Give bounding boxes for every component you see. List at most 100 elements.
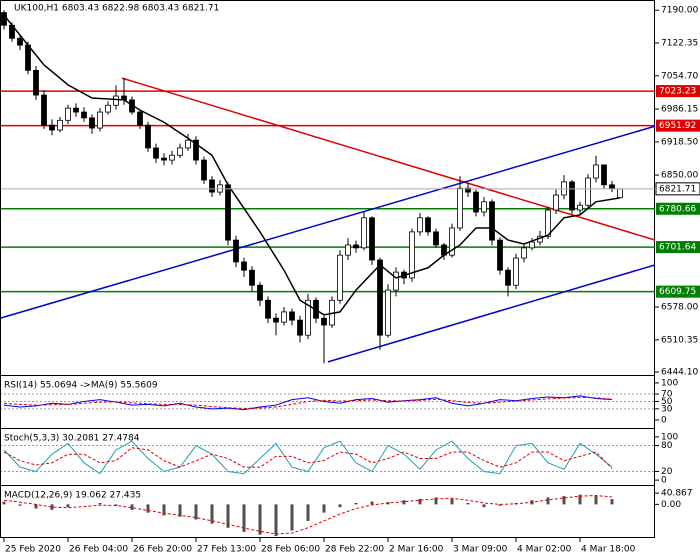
candle-body xyxy=(305,299,311,336)
level-label: 7023.23 xyxy=(659,87,696,97)
candle-body xyxy=(201,159,207,181)
histogram-bar xyxy=(354,502,358,505)
candle-body xyxy=(113,95,119,106)
candle-body xyxy=(545,209,551,237)
histogram-bar xyxy=(370,501,374,505)
candle-body xyxy=(289,311,295,321)
candle-body xyxy=(209,179,215,193)
level-label: 6701.64 xyxy=(659,243,696,253)
histogram-bar xyxy=(194,504,198,520)
x-tick-label: 28 Feb 22:00 xyxy=(325,545,384,555)
candle-body xyxy=(73,107,79,113)
candle-body xyxy=(505,269,511,286)
histogram-bar xyxy=(402,500,406,505)
candle-body xyxy=(1,12,7,26)
indicator-line xyxy=(3,447,613,469)
candle-body xyxy=(233,239,239,263)
candle-body xyxy=(593,164,599,179)
candle-body xyxy=(577,204,583,211)
histogram-bar xyxy=(466,502,470,505)
candle-body xyxy=(225,184,231,241)
candle-body xyxy=(617,188,623,199)
histogram-bar xyxy=(306,504,310,521)
histogram-bar xyxy=(274,504,278,537)
histogram-bar xyxy=(578,494,582,505)
candle-body xyxy=(25,44,31,71)
candle-body xyxy=(153,147,159,159)
y-tick-label: 6986.15 xyxy=(661,105,698,115)
histogram-bar xyxy=(338,504,342,508)
y-tick-label: 0 xyxy=(661,476,667,486)
y-tick-label: 6850.00 xyxy=(661,171,698,181)
candle-body xyxy=(41,94,47,126)
candle-body xyxy=(353,244,359,249)
candle-body xyxy=(249,269,255,286)
histogram-bar xyxy=(610,499,614,505)
histogram-bar xyxy=(178,504,182,517)
candle-body xyxy=(97,111,103,129)
candle-body xyxy=(145,124,151,149)
candle-body xyxy=(297,319,303,336)
level-tag xyxy=(656,241,700,254)
histogram-bar xyxy=(210,504,214,524)
y-tick-label: 6918.50 xyxy=(661,137,698,147)
candle-body xyxy=(361,217,367,249)
candle-body xyxy=(425,217,431,233)
panel-title: Stoch(5,3,3) 30.2081 27.4784 xyxy=(4,434,140,444)
y-tick-label: 40.867 xyxy=(661,489,693,499)
histogram-bar xyxy=(498,504,502,506)
histogram-bar xyxy=(546,497,550,505)
candle-body xyxy=(569,181,575,211)
candle-body xyxy=(553,194,559,211)
indicator-line xyxy=(3,396,613,409)
y-tick-label: 7190.00 xyxy=(661,6,698,16)
current-price-tag xyxy=(655,182,700,196)
candle-body xyxy=(169,154,175,161)
panel-title: UK100,H1 6803.43 6822.98 6803.43 6821.71 xyxy=(14,4,219,14)
candle-body xyxy=(177,147,183,156)
candle-body xyxy=(513,257,519,286)
candle-body xyxy=(273,317,279,323)
trend-line xyxy=(1,125,655,319)
current-price-label: 6821.71 xyxy=(659,184,696,194)
level-label: 6609.75 xyxy=(659,287,696,297)
x-tick-label: 4 Mar 18:00 xyxy=(581,545,636,555)
candle-body xyxy=(481,201,487,213)
y-tick-label: 0 xyxy=(661,415,667,425)
histogram-bar xyxy=(130,504,134,510)
histogram-bar xyxy=(562,496,566,505)
candle-body xyxy=(57,119,63,131)
candle-body xyxy=(457,187,463,229)
y-tick-label: 70 xyxy=(661,390,673,400)
trend-line xyxy=(121,77,655,241)
histogram-bar xyxy=(66,504,70,508)
histogram-bar xyxy=(258,504,262,535)
candle-body xyxy=(81,111,87,119)
candle-body xyxy=(321,317,327,326)
level-label: 6951.92 xyxy=(659,121,696,131)
x-tick-label: 4 Mar 02:00 xyxy=(517,545,572,555)
histogram-bar xyxy=(322,504,326,513)
candle-body xyxy=(473,191,479,213)
candle-body xyxy=(105,104,111,113)
candle-body xyxy=(465,187,471,193)
histogram-bar xyxy=(34,504,38,509)
candle-body xyxy=(377,259,383,336)
histogram-bar xyxy=(434,497,438,505)
y-tick-label: 20 xyxy=(661,467,673,477)
y-tick-label: 6510.35 xyxy=(661,335,698,345)
candle-body xyxy=(49,124,55,131)
x-tick-label: 25 Feb 2020 xyxy=(5,545,61,555)
candle-body xyxy=(609,184,615,189)
indicator-line xyxy=(3,440,613,475)
candle-body xyxy=(385,289,391,336)
candle-body xyxy=(17,37,23,46)
candle-body xyxy=(417,217,423,233)
x-tick-label: 28 Feb 06:00 xyxy=(261,545,320,555)
level-tag xyxy=(656,202,700,215)
candle-body xyxy=(185,139,191,149)
candle-body xyxy=(257,284,263,301)
y-tick-label: 7122.35 xyxy=(661,39,698,49)
x-tick-label: 26 Feb 04:00 xyxy=(69,545,128,555)
